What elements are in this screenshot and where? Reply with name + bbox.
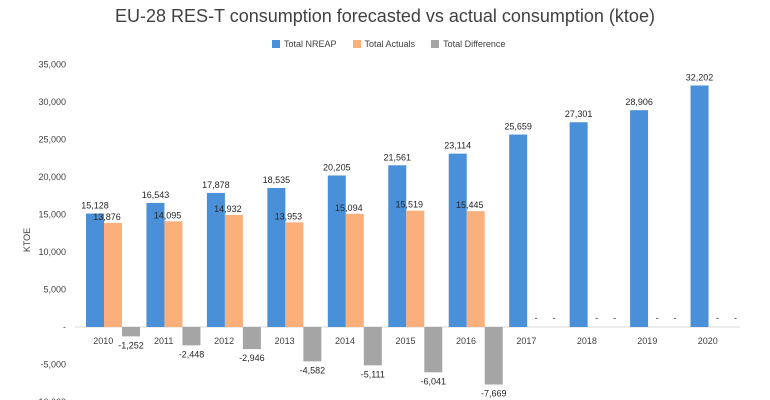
data-label-total-actuals: - (535, 313, 538, 323)
data-label-total-difference: -7,669 (481, 389, 507, 399)
bar-total-nreap (569, 122, 588, 328)
y-tick-label: -5,000 (40, 360, 66, 370)
bar-total-difference (424, 327, 443, 373)
x-tick-label: 2020 (698, 336, 718, 346)
x-tick-label: 2017 (516, 336, 536, 346)
data-label-total-difference: - (613, 313, 616, 323)
data-label-total-difference: -2,946 (239, 353, 265, 363)
data-label-total-difference: -6,041 (421, 376, 447, 386)
bar-total-actuals (466, 211, 485, 327)
data-label-total-nreap: 25,659 (504, 122, 532, 132)
data-label-total-actuals: 14,095 (154, 210, 182, 220)
legend-item-difference: Total Difference (431, 39, 505, 49)
y-tick-label: 5,000 (43, 285, 66, 295)
bar-total-difference (242, 327, 261, 350)
bar-total-nreap (388, 165, 407, 327)
y-tick-label: 25,000 (38, 135, 66, 145)
x-tick-label: 2011 (154, 336, 173, 346)
data-label-total-difference: - (734, 313, 737, 323)
bar-total-actuals (285, 222, 304, 327)
data-label-total-actuals: 14,932 (214, 204, 242, 214)
bar-total-nreap (206, 192, 225, 327)
bar-total-difference (363, 327, 382, 366)
x-tick-label: 2014 (335, 336, 355, 346)
x-tick-label: 2019 (637, 336, 657, 346)
x-tick-label: 2013 (275, 336, 295, 346)
data-label-total-nreap: 23,114 (444, 141, 471, 151)
data-label-total-nreap: 15,128 (81, 201, 109, 211)
x-tick-label: 2016 (456, 336, 476, 346)
data-label-total-difference: -4,582 (300, 365, 326, 375)
bar-total-nreap (690, 85, 709, 327)
data-label-total-nreap: 18,535 (263, 175, 291, 185)
data-label-total-difference: - (553, 313, 556, 323)
bar-total-difference (182, 327, 201, 346)
legend-label-actuals: Total Actuals (364, 39, 416, 49)
bar-total-nreap (146, 202, 165, 327)
bar-total-nreap (267, 187, 286, 327)
data-label-total-actuals: 13,876 (93, 212, 121, 222)
legend-item-actuals: Total Actuals (352, 39, 416, 49)
y-tick-label: - (63, 322, 66, 332)
data-label-total-actuals: - (656, 313, 659, 323)
y-tick-label: 35,000 (38, 60, 66, 70)
data-label-total-difference: -1,252 (118, 340, 144, 350)
bar-total-nreap (448, 153, 467, 327)
y-tick-label: 15,000 (38, 210, 66, 220)
bar-total-difference (303, 327, 322, 362)
legend: Total NREAP Total Actuals Total Differen… (272, 38, 521, 50)
legend-label-difference: Total Difference (443, 39, 506, 49)
y-tick-label: 10,000 (38, 247, 66, 257)
data-label-total-actuals: 13,953 (275, 211, 303, 221)
data-label-total-nreap: 32,202 (686, 72, 714, 82)
data-label-total-nreap: 21,561 (384, 152, 412, 162)
legend-label-nreap: Total NREAP (284, 39, 337, 49)
data-label-total-actuals: - (595, 313, 598, 323)
bar-total-actuals (104, 222, 122, 327)
bar-total-actuals (164, 221, 183, 327)
data-label-total-actuals: - (716, 313, 719, 323)
data-label-total-nreap: 16,543 (142, 190, 170, 200)
data-label-total-difference: -5,111 (361, 369, 385, 379)
data-label-total-actuals: 15,519 (396, 200, 424, 210)
bar-total-difference (484, 327, 503, 385)
data-label-total-nreap: 20,205 (323, 162, 351, 172)
x-tick-label: 2018 (577, 336, 597, 346)
bar-total-actuals (345, 213, 364, 327)
data-label-total-nreap: 17,878 (202, 180, 230, 190)
x-tick-label: 2012 (214, 336, 234, 346)
data-label-total-difference: -2,448 (179, 349, 205, 359)
bar-total-nreap (509, 134, 528, 327)
data-label-total-difference: - (674, 313, 677, 323)
chart-title: EU-28 RES-T consumption forecasted vs ac… (115, 6, 655, 26)
x-tick-label: 2015 (395, 336, 415, 346)
x-tick-label: 2010 (93, 336, 113, 346)
legend-item-nreap: Total NREAP (272, 39, 337, 49)
y-tick-label: 20,000 (38, 172, 66, 182)
data-label-total-actuals: 15,445 (456, 200, 484, 210)
y-axis-title: KTOE (22, 228, 32, 252)
legend-swatch-difference (431, 40, 440, 48)
bar-total-difference (122, 327, 140, 337)
data-label-total-actuals: 15,094 (335, 203, 363, 213)
bar-total-nreap (86, 213, 104, 327)
bar-total-nreap (327, 175, 346, 327)
data-label-total-nreap: 27,301 (565, 109, 593, 119)
legend-swatch-nreap (272, 40, 280, 48)
data-label-total-nreap: 28,906 (625, 97, 653, 107)
bar-total-nreap (630, 110, 649, 327)
y-tick-label: 30,000 (38, 97, 66, 107)
bar-total-actuals (406, 210, 425, 327)
y-tick-label: -10,000 (35, 397, 66, 400)
legend-swatch-actuals (352, 40, 361, 48)
bar-total-actuals (224, 215, 243, 327)
